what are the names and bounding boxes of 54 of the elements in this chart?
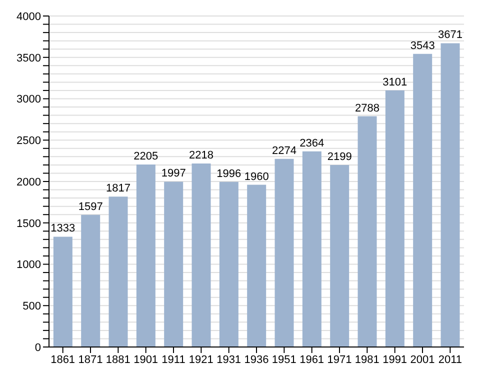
bar	[302, 151, 322, 347]
data-label: 2788	[355, 102, 380, 114]
data-label: 2199	[327, 151, 352, 164]
data-label: 1597	[78, 200, 103, 213]
x-tick-label: 1881	[106, 354, 130, 366]
data-label: 3671	[438, 29, 462, 42]
y-tick-label: 0	[34, 342, 41, 354]
x-tick-label: 1921	[188, 354, 214, 366]
data-label: 3101	[382, 76, 408, 88]
x-tick-label: 2001	[410, 354, 435, 366]
data-label: 2364	[300, 137, 324, 150]
bar	[53, 236, 72, 347]
x-tick-label: 1931	[216, 354, 242, 366]
data-label: 3543	[410, 40, 435, 52]
x-tick-label: 1861	[50, 354, 76, 366]
x-tick-label: 1961	[300, 354, 324, 366]
y-tick-label: 4000	[16, 10, 41, 23]
y-tick-label: 1000	[16, 259, 41, 272]
bar	[413, 54, 432, 347]
y-tick-label: 1500	[16, 218, 41, 230]
data-label: 1960	[244, 170, 269, 183]
bar	[247, 184, 266, 347]
y-tick-label: 3500	[16, 52, 41, 64]
bar	[358, 116, 377, 347]
x-tick-label: 1991	[382, 354, 408, 366]
x-tick-label: 1871	[78, 354, 103, 366]
x-tick-label: 1936	[244, 354, 269, 366]
x-tick-label: 1971	[327, 354, 352, 366]
bar	[81, 214, 100, 347]
data-label: 2274	[272, 144, 296, 157]
data-label: 2205	[134, 150, 158, 163]
bar	[274, 158, 294, 347]
bar	[385, 90, 404, 347]
x-tick-label: 1951	[272, 354, 296, 366]
bar	[330, 165, 350, 347]
data-label: 1817	[106, 182, 130, 195]
bar	[136, 164, 156, 347]
data-label: 2218	[189, 149, 214, 162]
x-tick-label: 1911	[162, 354, 186, 366]
y-tick-label: 500	[22, 300, 41, 313]
bar	[108, 196, 128, 347]
y-tick-label: 2500	[16, 135, 41, 148]
bar	[192, 163, 211, 347]
data-label: 1996	[216, 168, 242, 180]
data-label: 1333	[50, 222, 76, 235]
y-tick-label: 2000	[16, 176, 41, 188]
bar	[164, 182, 184, 347]
x-tick-label: 2011	[438, 354, 462, 366]
bar	[440, 43, 460, 347]
y-tick-label: 3000	[16, 94, 41, 106]
x-tick-label: 1901	[134, 354, 158, 366]
bar	[219, 182, 238, 347]
x-tick-label: 1981	[354, 354, 380, 366]
data-label: 1997	[161, 168, 186, 180]
